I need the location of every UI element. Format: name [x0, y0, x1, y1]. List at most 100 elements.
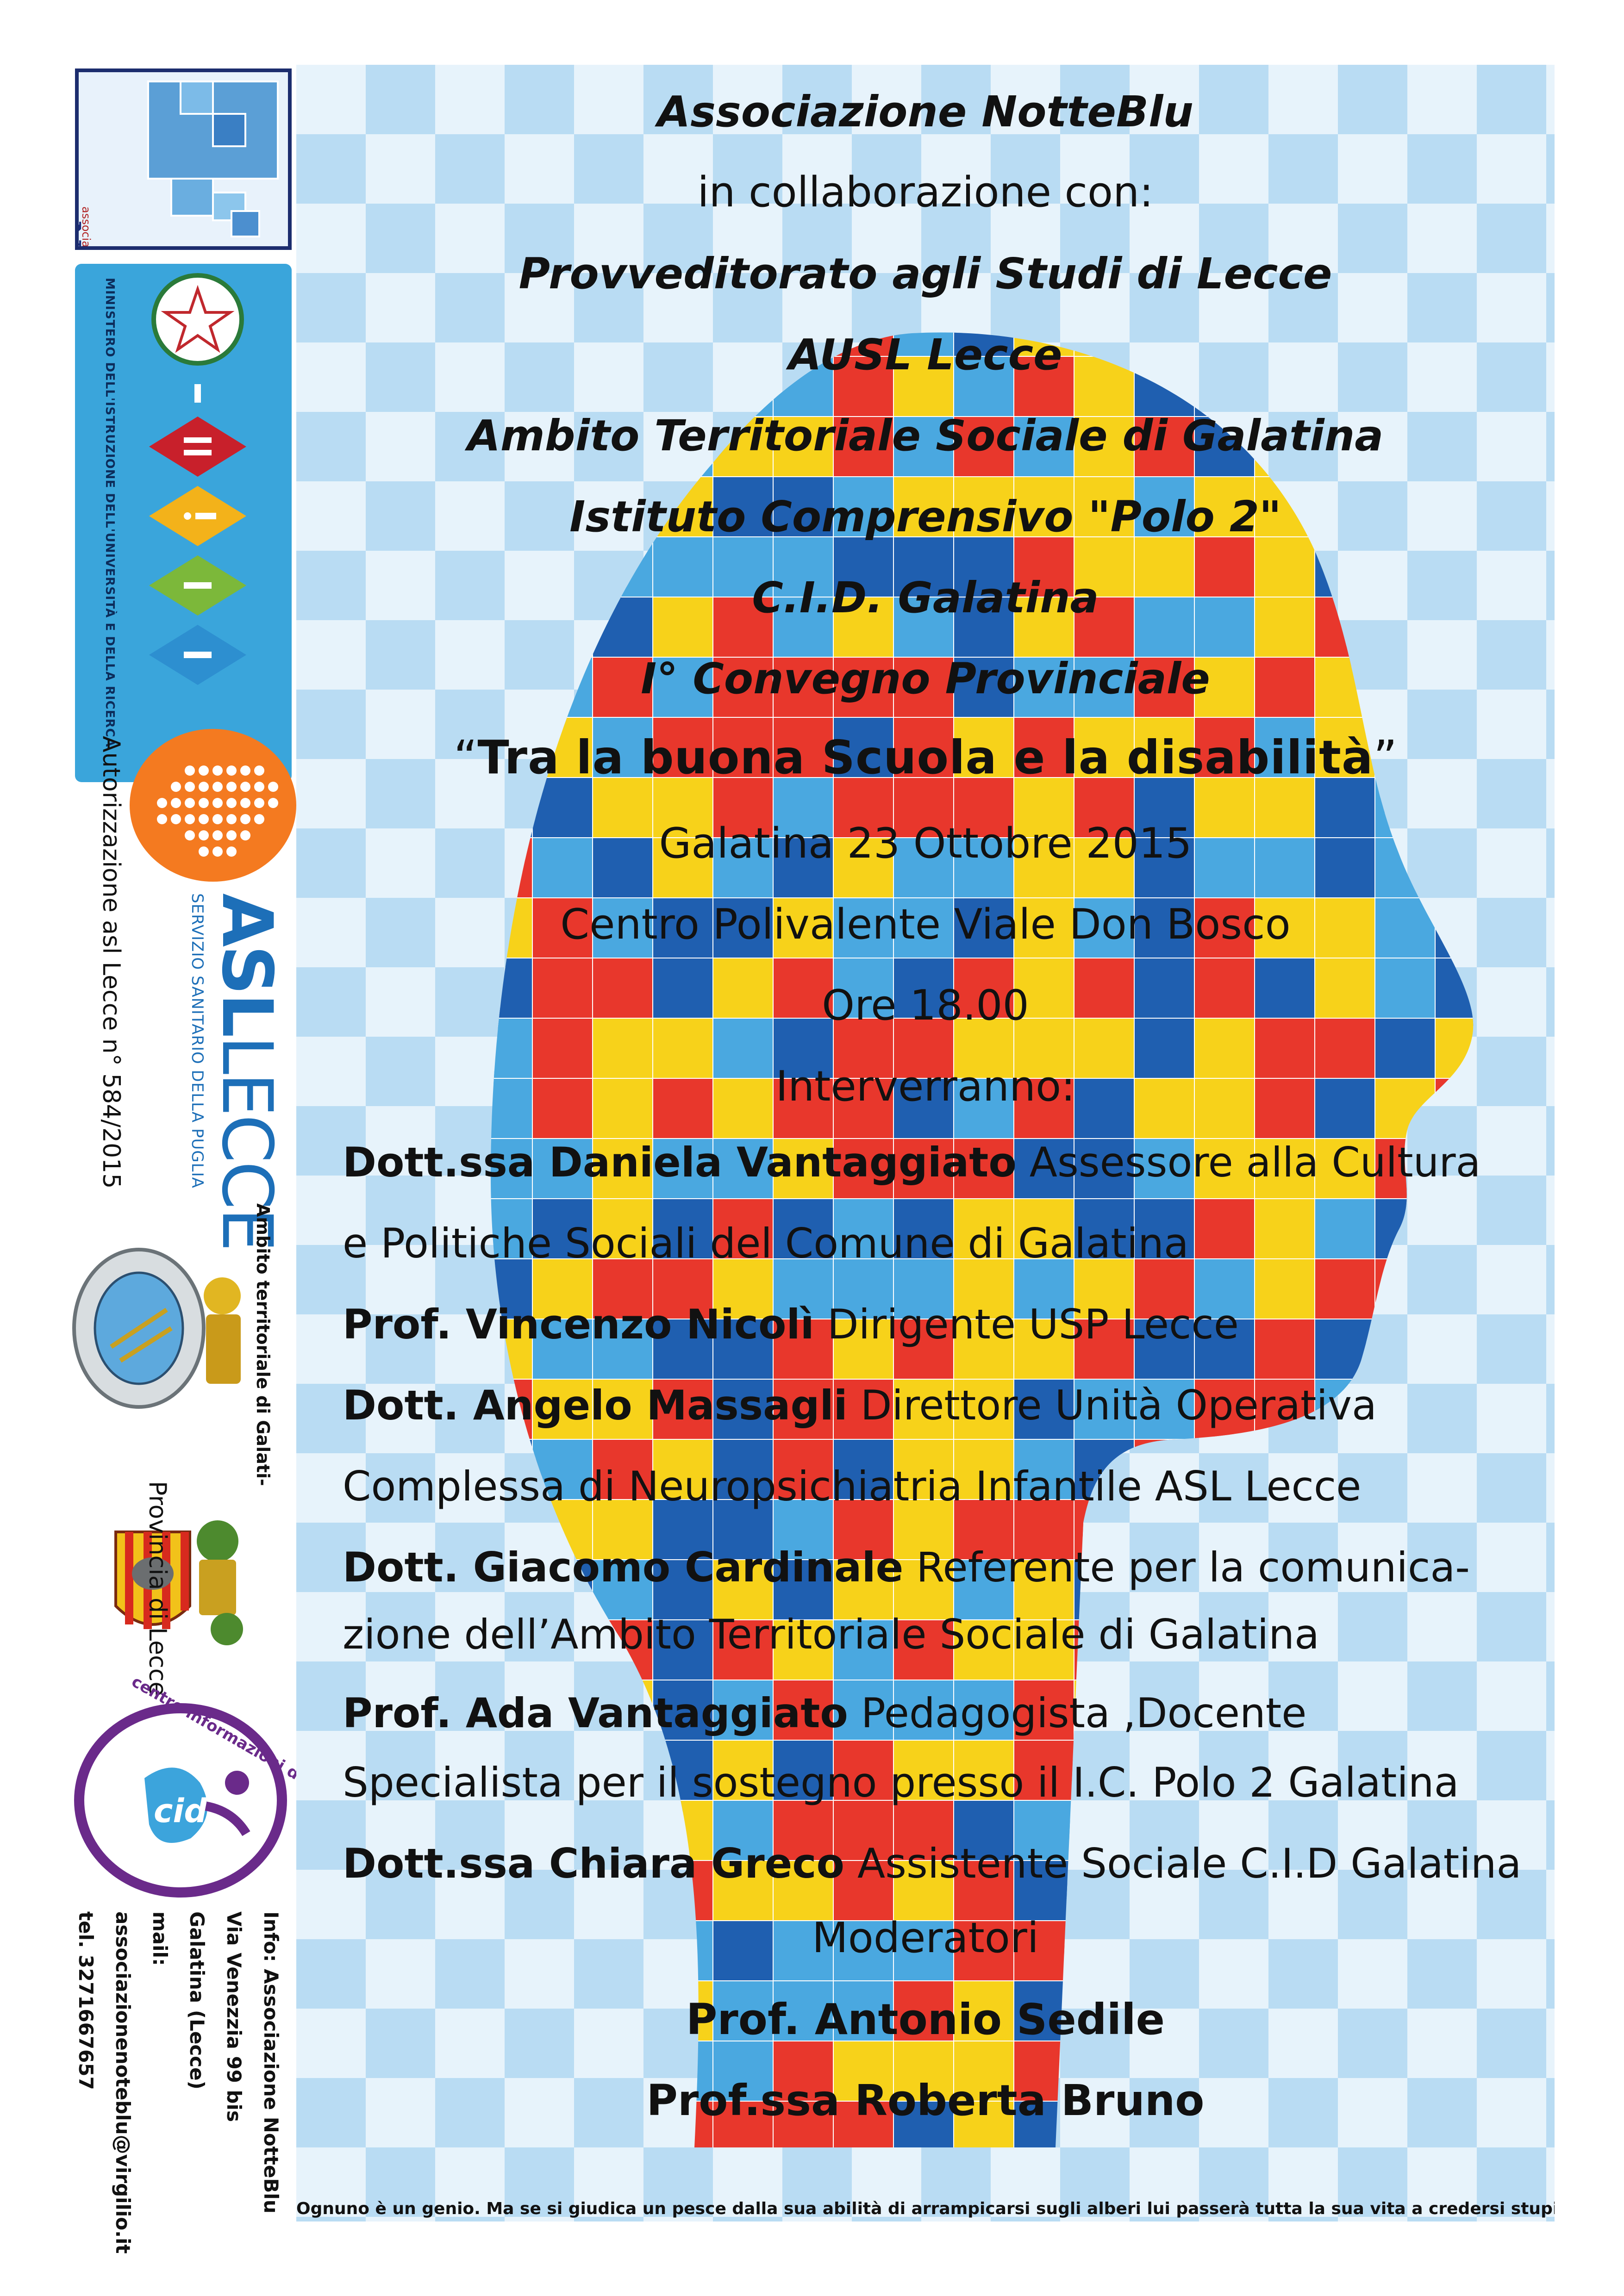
background-tile: [296, 1314, 366, 1384]
background-tile: [435, 134, 505, 204]
background-tile: [1546, 481, 1555, 551]
background-tile: [1546, 1939, 1555, 2009]
background-tile: [1477, 690, 1546, 759]
background-tile: [1477, 1592, 1546, 1661]
background-tile: [435, 1939, 505, 2009]
background-tile: [296, 620, 366, 690]
background-tile: [574, 273, 643, 342]
background-tile: [366, 2217, 435, 2221]
background-tile: [505, 65, 574, 134]
speaker-role: Dirigente USP Lecce: [814, 1300, 1239, 1348]
background-tile: [1407, 134, 1477, 204]
background-tile: [366, 1106, 435, 1176]
background-tile: [1477, 1453, 1546, 1523]
partner-cid: C.I.D. Galatina: [752, 573, 1099, 622]
background-tile: [574, 342, 643, 412]
speaker-4: Dott. Giacomo Cardinale Referente per la…: [343, 1539, 1546, 1596]
background-tile: [1268, 2009, 1338, 2078]
poster-panel: Associazione NotteBlu in collaborazione …: [296, 65, 1555, 2221]
background-tile: [505, 620, 574, 690]
speaker-5: Prof. Ada Vantaggiato Pedagogista ,Docen…: [343, 1685, 1546, 1742]
background-tile: [366, 1661, 435, 1731]
background-tile: [435, 759, 505, 828]
background-tile: [782, 65, 852, 134]
background-tile: [1130, 1592, 1199, 1661]
background-tile: [852, 204, 921, 273]
speaker-4-cont: zione dell’Ambito Territoriale Sociale d…: [343, 1611, 1319, 1658]
background-tile: [1546, 2009, 1555, 2078]
quote-close: ”: [1373, 730, 1398, 784]
background-tile: [1477, 1176, 1546, 1245]
background-tile: [991, 273, 1060, 342]
background-tile: [574, 2147, 643, 2217]
background-tile: [1546, 1106, 1555, 1176]
moderators-heading: Moderatori: [812, 1914, 1039, 1962]
partner-provveditorato: Provveditorato agli Studi di Lecce: [518, 249, 1332, 299]
background-tile: [296, 759, 366, 828]
background-tile: [1268, 412, 1338, 481]
background-tile: [1199, 1661, 1268, 1731]
speaker-name: Dott. Angelo Massagli: [343, 1381, 848, 1429]
background-tile: [1268, 273, 1338, 342]
background-tile: [505, 1592, 574, 1661]
logo-sidebar: NOTTEBLU associazione MINISTERO DELL'IST…: [69, 65, 349, 2254]
background-tile: [296, 134, 366, 204]
background-tile: [1130, 65, 1199, 134]
background-tile: [435, 1870, 505, 1939]
background-tile: [1477, 828, 1546, 898]
background-tile: [1546, 690, 1555, 759]
background-tile: [1130, 134, 1199, 204]
background-tile: [1477, 1870, 1546, 1939]
background-tile: [435, 481, 505, 551]
background-tile: [643, 204, 713, 273]
background-tile: [296, 342, 366, 412]
background-tile: [1338, 204, 1407, 273]
background-tile: [782, 273, 852, 342]
background-tile: [435, 412, 505, 481]
background-tile: [366, 342, 435, 412]
background-tile: [1338, 551, 1407, 620]
background-tile: [1477, 967, 1546, 1037]
info-email[interactable]: associazionenoteblu@virgilio.it: [112, 1911, 134, 2254]
background-tile: [643, 2147, 713, 2217]
background-tile: [1130, 2147, 1199, 2217]
background-tile: [574, 1800, 643, 1870]
background-tile: [1546, 1661, 1555, 1731]
speaker-name: Dott.ssa Daniela Vantaggiato: [343, 1139, 1017, 1186]
background-tile: [1268, 2147, 1338, 2217]
background-tile: [1477, 1939, 1546, 2009]
background-tile: [435, 967, 505, 1037]
info-line-1: Info: Associazione NotteBlu: [260, 1911, 282, 2214]
background-tile: [296, 967, 366, 1037]
background-tile: [1546, 1731, 1555, 1800]
speaker-role: Assessore alla Cultura: [1016, 1139, 1481, 1186]
background-tile: [1407, 412, 1477, 481]
background-tile: [921, 65, 991, 134]
background-tile: [1546, 204, 1555, 273]
background-tile: [435, 204, 505, 273]
background-tile: [505, 1731, 574, 1800]
background-tile: [296, 204, 366, 273]
background-tile: [1338, 1731, 1407, 1800]
asl-logo-text: ASLLECCE SERVIZIO SANITARIO DELLA PUGLIA: [188, 893, 287, 1250]
event-time: Ore 18.00: [822, 981, 1029, 1030]
background-tile: [1199, 204, 1268, 273]
background-tile: [1199, 1453, 1268, 1523]
background-tile: [1407, 1731, 1477, 1800]
background-tile: [366, 412, 435, 481]
background-tile: [574, 481, 643, 551]
background-tile: [1546, 759, 1555, 828]
cid-logo-mark: cid: [154, 1792, 207, 1830]
background-tile: [1477, 2147, 1546, 2217]
background-tile: [296, 551, 366, 620]
background-tile: [1407, 1870, 1477, 1939]
background-tile: [1407, 1592, 1477, 1661]
background-tile: [1268, 1870, 1338, 1939]
background-tile: [1338, 1661, 1407, 1731]
background-tile: [435, 1314, 505, 1384]
background-tile: [852, 65, 921, 134]
background-tile: [574, 1731, 643, 1800]
background-tile: [1338, 1384, 1407, 1453]
background-tile: [366, 620, 435, 690]
background-tile: [1407, 1245, 1477, 1314]
